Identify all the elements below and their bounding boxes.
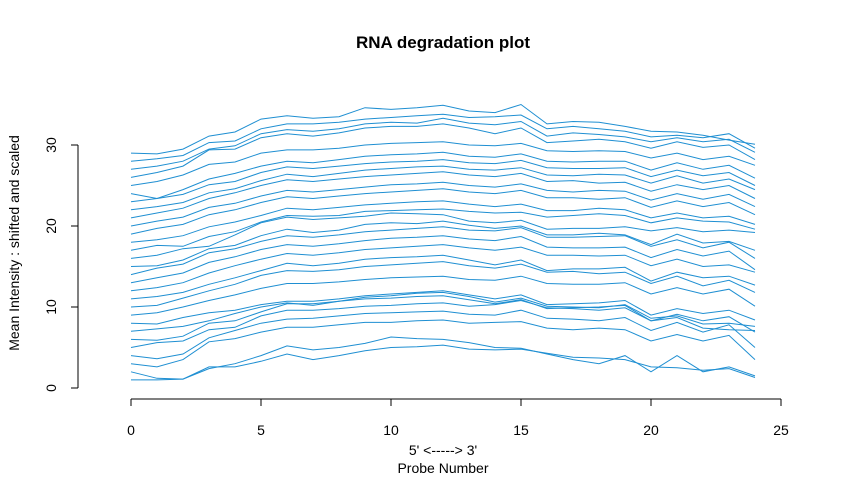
series-line-26: [130, 123, 756, 178]
series-line-24: [130, 151, 756, 200]
x-tick-label: 25: [773, 422, 789, 438]
series-line-29: [130, 103, 756, 155]
series-line-6: [130, 295, 756, 341]
series-line-17: [130, 208, 756, 251]
y-tick-label: 30: [43, 137, 59, 153]
series-line-8: [130, 290, 756, 325]
series-line-2: [130, 336, 756, 380]
x-tick-label: 10: [383, 422, 399, 438]
x-tick-label: 0: [127, 422, 135, 438]
x-axis-label: Probe Number: [397, 460, 488, 476]
x-axis: 0 5 10 15 20 25: [127, 398, 789, 438]
series-line-10: [130, 261, 756, 308]
series-line-27: [130, 117, 756, 170]
y-tick-label: 0: [43, 384, 59, 392]
series-line-15: [130, 220, 756, 267]
x-tick-label: 15: [513, 422, 529, 438]
y-tick-label: 20: [43, 218, 59, 234]
series-line-12: [130, 244, 756, 292]
series-line-28: [130, 113, 756, 162]
series-line-13: [130, 235, 756, 284]
series-line-23: [130, 159, 756, 203]
series-line-11: [130, 254, 756, 300]
series-line-18: [130, 200, 756, 243]
series-line-19: [130, 188, 756, 235]
series-line-16: [130, 212, 756, 259]
series-line-3: [130, 319, 756, 368]
x-axis-label-direction: 5' <-----> 3': [409, 442, 477, 458]
x-tick-label: 20: [643, 422, 659, 438]
series-line-9: [130, 275, 756, 316]
y-tick-label: 10: [43, 299, 59, 315]
series-line-7: [130, 291, 756, 332]
series-line-20: [130, 181, 756, 227]
series-line-22: [130, 165, 756, 211]
chart-title: RNA degradation plot: [356, 33, 530, 52]
series-line-1: [131, 344, 756, 381]
x-tick-label: 5: [257, 422, 265, 438]
y-axis: 0 10 20 30: [43, 137, 79, 392]
series-line-4: [130, 309, 756, 360]
series-line-21: [130, 171, 756, 219]
series-line-14: [130, 226, 756, 276]
plot-lines: [130, 103, 756, 381]
y-axis-label: Mean Intensity : shifted and scaled: [6, 135, 22, 351]
series-line-25: [130, 141, 756, 186]
series-line-5: [130, 299, 756, 348]
